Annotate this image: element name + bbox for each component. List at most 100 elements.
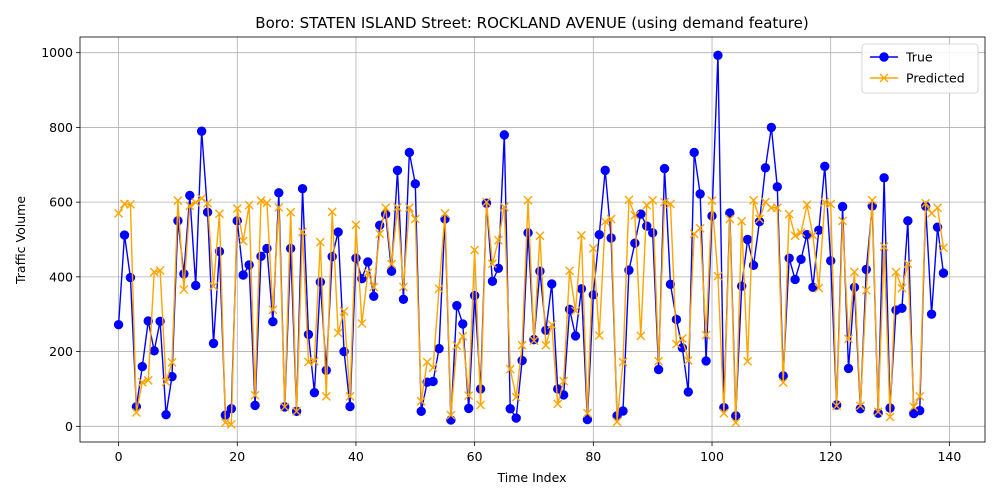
- data-point-predicted: [268, 305, 278, 315]
- data-point-true: [191, 280, 201, 291]
- data-point-predicted: [624, 195, 634, 205]
- series-line-predicted: [117, 197, 945, 426]
- data-point-predicted: [511, 392, 521, 402]
- data-point-true: [398, 294, 409, 304]
- data-point-true: [321, 365, 331, 375]
- data-point-predicted: [677, 334, 687, 344]
- legend-entry-true: True: [870, 50, 933, 65]
- data-point-true: [636, 209, 646, 219]
- data-point-predicted: [499, 202, 509, 212]
- data-point-true: [594, 229, 604, 240]
- data-point-predicted: [321, 391, 331, 401]
- data-point-predicted: [535, 231, 545, 241]
- data-point-predicted: [772, 203, 782, 213]
- data-point-true: [630, 238, 640, 248]
- y-tick-label: 400: [49, 269, 73, 284]
- data-point-predicted: [802, 200, 812, 210]
- data-point-predicted: [487, 259, 497, 269]
- data-point-true: [369, 291, 379, 301]
- data-point-predicted: [855, 401, 865, 411]
- data-point-true: [505, 404, 515, 414]
- data-point-true: [238, 270, 248, 280]
- data-point-true: [843, 363, 854, 374]
- y-tick-label: 0: [65, 419, 73, 434]
- data-point-predicted: [820, 197, 830, 207]
- data-point-predicted: [375, 229, 385, 239]
- y-tick-label: 800: [49, 120, 73, 135]
- data-point-predicted: [209, 281, 219, 291]
- data-point-predicted: [683, 356, 693, 366]
- data-point-predicted: [161, 377, 171, 387]
- data-point-predicted: [832, 401, 842, 411]
- data-point-predicted: [588, 243, 598, 253]
- series-predicted: [114, 193, 948, 429]
- data-point-true: [452, 300, 462, 311]
- data-point-true: [826, 256, 836, 266]
- data-point-true: [647, 228, 658, 238]
- data-point-predicted: [814, 283, 824, 293]
- legend-marker: [879, 52, 889, 62]
- data-point-predicted: [327, 207, 337, 217]
- legend-label: Predicted: [906, 71, 965, 86]
- data-point-predicted: [606, 214, 616, 224]
- data-point-true: [446, 415, 456, 425]
- data-point-predicted: [369, 282, 379, 292]
- data-point-predicted: [452, 341, 462, 351]
- data-point-true: [351, 253, 361, 263]
- data-point-true: [517, 355, 527, 366]
- data-point-true: [268, 316, 278, 327]
- data-point-true: [410, 179, 420, 189]
- data-point-true: [837, 201, 848, 212]
- data-point-predicted: [286, 207, 296, 217]
- data-point-predicted: [660, 197, 670, 207]
- data-point-predicted: [203, 198, 213, 208]
- data-point-predicted: [238, 236, 248, 246]
- x-tick-label: 140: [937, 449, 961, 464]
- data-point-predicted: [197, 193, 207, 203]
- data-point-predicted: [743, 356, 753, 366]
- data-point-true: [113, 319, 124, 330]
- legend: True Predicted: [861, 43, 979, 94]
- chart-title: Boro: STATEN ISLAND Street: ROCKLAND AVE…: [255, 14, 808, 32]
- data-point-true: [297, 183, 308, 194]
- data-point-true: [618, 406, 628, 416]
- data-point-predicted: [173, 196, 183, 206]
- data-point-predicted: [114, 208, 124, 218]
- data-point-predicted: [654, 356, 664, 366]
- data-point-predicted: [226, 419, 236, 429]
- data-point-predicted: [392, 202, 402, 212]
- y-tick-label: 600: [49, 195, 73, 210]
- data-point-true: [820, 161, 830, 171]
- data-point-predicted: [333, 328, 343, 338]
- data-point-predicted: [493, 235, 503, 245]
- data-point-predicted: [915, 391, 925, 401]
- data-point-true: [137, 361, 148, 372]
- data-point-predicted: [357, 319, 367, 329]
- data-point-predicted: [725, 214, 735, 224]
- data-point-predicted: [938, 243, 948, 253]
- data-point-predicted: [731, 418, 741, 428]
- legend-label: True: [905, 50, 933, 65]
- data-point-true: [879, 173, 889, 183]
- data-point-predicted: [713, 271, 723, 281]
- data-point-true: [256, 251, 266, 262]
- y-tick-label: 1000: [41, 45, 73, 60]
- data-point-predicted: [547, 320, 557, 330]
- data-point-predicted: [416, 396, 426, 406]
- data-point-predicted: [274, 202, 284, 212]
- data-point-predicted: [903, 259, 913, 269]
- data-point-true: [915, 405, 925, 416]
- data-point-predicted: [861, 285, 871, 295]
- data-point-true: [903, 216, 913, 226]
- data-point-true: [179, 269, 189, 279]
- data-point-predicted: [214, 209, 224, 219]
- data-point-predicted: [891, 267, 901, 277]
- x-tick-label: 80: [585, 449, 601, 464]
- data-point-predicted: [440, 208, 450, 218]
- data-point-predicted: [921, 198, 931, 208]
- data-point-predicted: [749, 195, 759, 205]
- data-point-true: [464, 403, 474, 414]
- data-point-true: [469, 290, 480, 301]
- data-point-true: [683, 387, 693, 397]
- data-point-true: [125, 272, 136, 283]
